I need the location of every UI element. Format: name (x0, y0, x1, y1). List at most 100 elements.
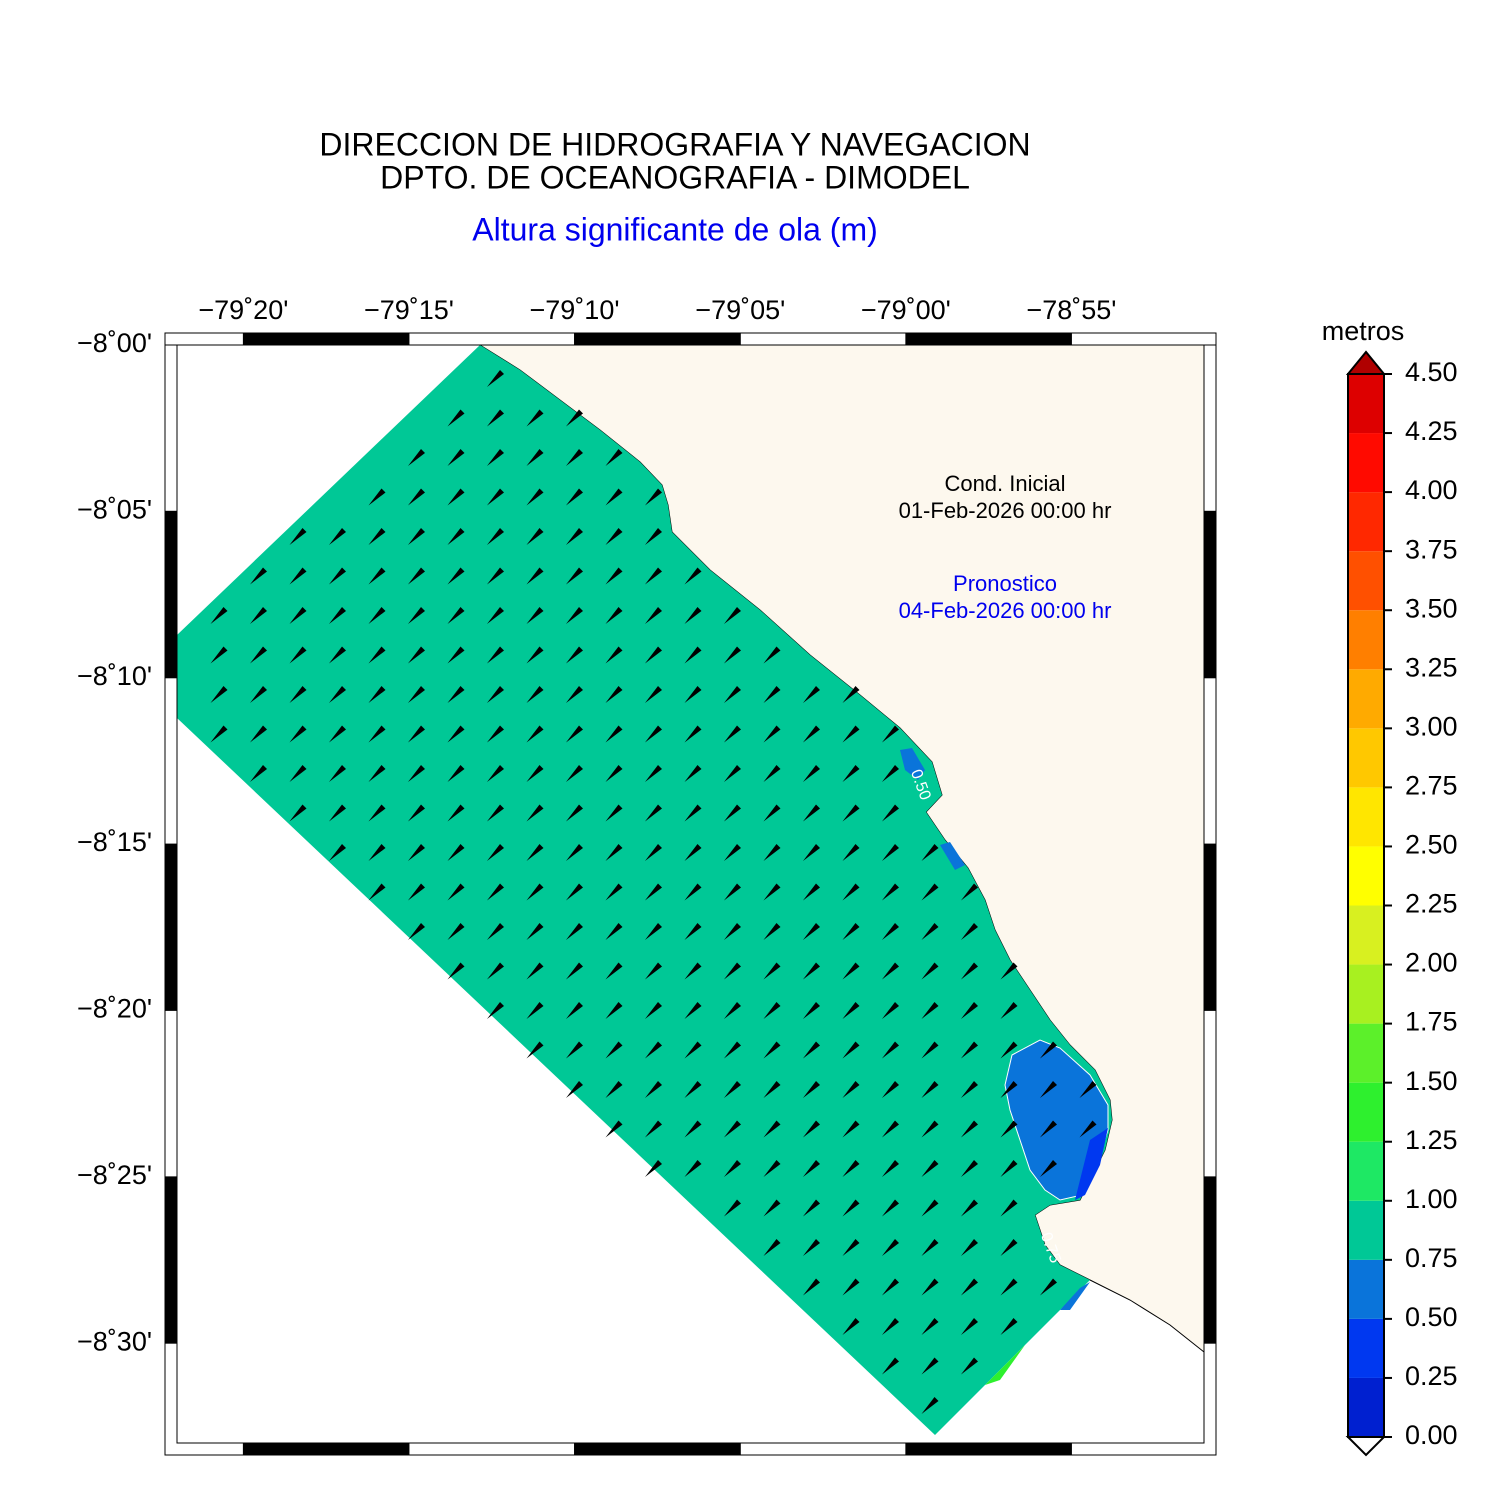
wave-arrow (1000, 1318, 1018, 1335)
wave-arrow (408, 804, 425, 822)
y-tick-label: −8˚00' (77, 328, 152, 358)
wave-arrow (961, 1081, 978, 1098)
x-tick-label: −78˚55' (1026, 295, 1116, 325)
wave-arrow (526, 962, 544, 980)
wave-arrow (605, 725, 623, 743)
wave-arrow (882, 1318, 899, 1335)
wave-arrow (684, 607, 702, 624)
wave-arrow (921, 1318, 939, 1335)
wave-arrow (763, 725, 781, 743)
wave-arrow (487, 883, 504, 901)
wave-arrow (724, 1199, 741, 1217)
wave-arrow (882, 962, 899, 980)
wave-arrow (921, 1081, 939, 1098)
wave-arrow (921, 844, 939, 861)
y-tick-label: −8˚20' (77, 994, 152, 1024)
wave-arrow (526, 765, 544, 782)
wave-arrow (842, 765, 860, 782)
wave-arrow (763, 962, 781, 980)
wave-arrow (1040, 1041, 1057, 1059)
wave-arrow (684, 1160, 702, 1177)
wave-arrow (566, 923, 583, 940)
wave-arrow (803, 1002, 820, 1019)
wave-patch (940, 842, 965, 870)
wave-arrow (526, 528, 544, 545)
colorbar-swatch (1348, 1200, 1384, 1260)
wave-arrow (763, 646, 781, 664)
wave-arrow (487, 646, 504, 664)
wave-arrow (763, 804, 781, 822)
wave-arrow (724, 923, 741, 940)
colorbar-swatch (1348, 1141, 1384, 1201)
wave-arrow (763, 1160, 781, 1177)
wave-arrow (842, 1041, 860, 1059)
wave-arrow (921, 923, 939, 940)
wave-arrow (289, 646, 307, 664)
wave-arrow (1000, 1041, 1018, 1059)
wave-arrow (329, 765, 346, 782)
wave-arrow (605, 1081, 623, 1098)
wave-arrow (803, 883, 820, 901)
annotation: 04-Feb-2026 00:00 hr (899, 598, 1112, 623)
y-tick-label: −8˚05' (77, 494, 152, 524)
wave-arrow (684, 1041, 702, 1059)
wave-arrow (408, 883, 425, 901)
subtitle: Altura significante de ola (m) (472, 211, 878, 247)
wave-arrow (329, 844, 346, 861)
wave-arrow (526, 725, 544, 743)
wave-arrow (882, 844, 899, 861)
wave-arrow (961, 1239, 978, 1256)
wave-arrow (526, 1002, 544, 1019)
wave-arrow (566, 844, 583, 861)
wave-arrow (447, 528, 465, 545)
frame-band (165, 844, 177, 1011)
wave-arrow (842, 844, 860, 861)
wave-arrow (368, 883, 386, 901)
wave-arrow (645, 962, 662, 980)
wave-arrow (763, 844, 781, 861)
wave-arrow (605, 1120, 623, 1138)
wave-arrow (1000, 1278, 1018, 1296)
wave-arrow (763, 1002, 781, 1019)
wave-arrow (921, 1199, 939, 1217)
colorbar-tick-label: 1.25 (1405, 1125, 1458, 1155)
wave-arrow (1000, 962, 1018, 980)
wave-arrow (526, 449, 544, 466)
wave-arrow (724, 1081, 741, 1098)
wave-arrow (684, 646, 702, 664)
wave-arrow (645, 488, 662, 506)
wave-arrow (842, 1160, 860, 1177)
wave-arrow (566, 528, 583, 545)
wave-arrow (289, 725, 307, 743)
wave-arrow (526, 923, 544, 940)
wave-arrow (605, 962, 623, 980)
wave-arrow (645, 883, 662, 901)
wave-arrow (961, 1160, 978, 1177)
wave-arrow (487, 804, 504, 822)
wave-arrow (763, 923, 781, 940)
wave-arrow (250, 607, 267, 624)
wave-arrow (842, 725, 860, 743)
wave-arrow (803, 804, 820, 822)
wave-arrow (566, 725, 583, 743)
title: DIRECCION DE HIDROGRAFIA Y NAVEGACION (319, 126, 1030, 162)
wave-arrow (447, 646, 465, 664)
wave-arrow (763, 1041, 781, 1059)
wave-arrow (250, 765, 267, 782)
wave-arrow (842, 923, 860, 940)
wave-arrow (447, 488, 465, 506)
colorbar-swatch (1348, 669, 1384, 729)
wave-arrow (289, 765, 307, 782)
wave-arrow (961, 1002, 978, 1019)
frame-band (905, 1443, 1072, 1455)
wave-arrow (487, 765, 504, 782)
wave-arrow (605, 449, 623, 466)
wave-arrow (566, 765, 583, 782)
wave-arrow (566, 646, 583, 664)
colorbar-tick-label: 0.25 (1405, 1361, 1458, 1391)
colorbar-swatch (1348, 374, 1384, 434)
y-tick-label: −8˚25' (77, 1160, 152, 1190)
wave-arrow (763, 1239, 781, 1256)
wave-arrow (368, 725, 386, 743)
title: DPTO. DE OCEANOGRAFIA - DIMODEL (380, 159, 970, 195)
